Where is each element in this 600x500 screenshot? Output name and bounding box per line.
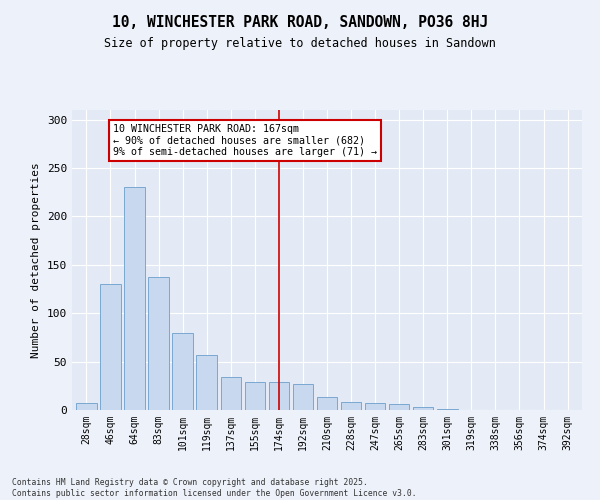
Bar — [269, 382, 289, 410]
Bar — [196, 355, 217, 410]
Text: 10 WINCHESTER PARK ROAD: 167sqm
← 90% of detached houses are smaller (682)
9% of: 10 WINCHESTER PARK ROAD: 167sqm ← 90% of… — [113, 124, 377, 156]
Bar — [148, 278, 169, 410]
Bar — [317, 398, 337, 410]
Text: Size of property relative to detached houses in Sandown: Size of property relative to detached ho… — [104, 38, 496, 51]
Bar — [437, 409, 458, 410]
Bar — [341, 402, 361, 410]
Bar — [365, 403, 385, 410]
Bar — [413, 407, 433, 410]
Bar — [100, 284, 121, 410]
Bar — [221, 377, 241, 410]
Text: Contains HM Land Registry data © Crown copyright and database right 2025.
Contai: Contains HM Land Registry data © Crown c… — [12, 478, 416, 498]
Bar — [172, 332, 193, 410]
Bar — [389, 404, 409, 410]
Bar — [293, 384, 313, 410]
Bar — [124, 188, 145, 410]
Bar — [76, 403, 97, 410]
Bar — [245, 382, 265, 410]
Text: 10, WINCHESTER PARK ROAD, SANDOWN, PO36 8HJ: 10, WINCHESTER PARK ROAD, SANDOWN, PO36 … — [112, 15, 488, 30]
Y-axis label: Number of detached properties: Number of detached properties — [31, 162, 41, 358]
